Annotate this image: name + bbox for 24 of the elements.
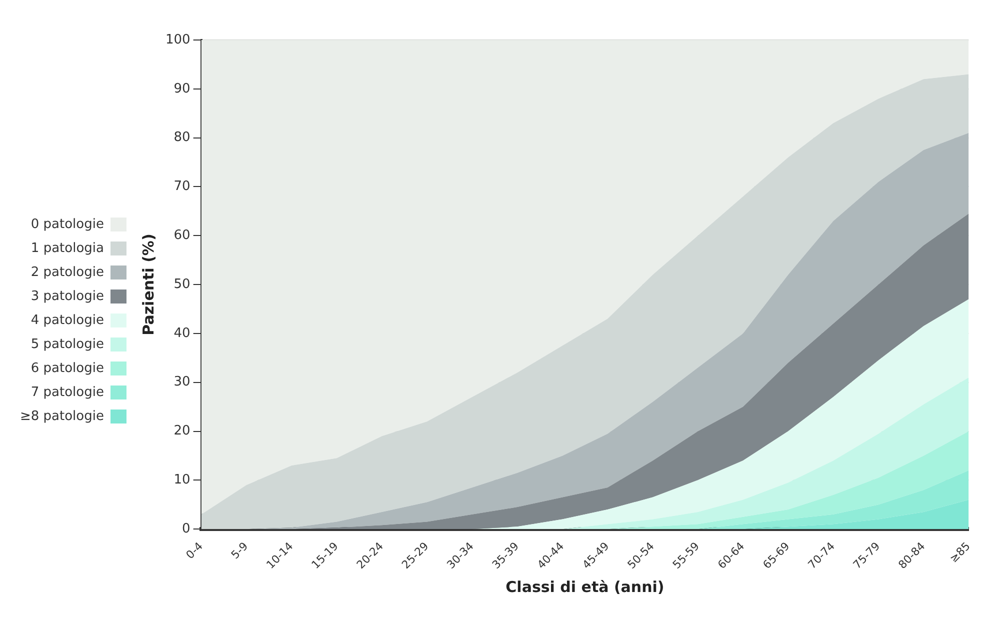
legend-label: 3 patologie — [30, 288, 104, 304]
y-tick-label: 0 — [182, 521, 190, 536]
legend-label: ≥8 patologie — [20, 408, 104, 424]
y-axis-title: Pazienti (%) — [139, 234, 158, 336]
legend-label: 5 patologie — [30, 336, 104, 352]
legend-label: 4 patologie — [30, 312, 104, 328]
y-tick-label: 30 — [174, 374, 190, 390]
legend-label: 7 patologie — [30, 384, 104, 400]
x-tick-label: 5-9 — [228, 540, 251, 562]
legend-label: 2 patologie — [30, 264, 104, 280]
y-tick-label: 40 — [174, 326, 190, 341]
y-tick-label: 100 — [165, 32, 190, 48]
y-tick-label: 60 — [174, 228, 190, 243]
x-tick-label: 0-4 — [184, 540, 206, 562]
legend-label: 0 patologie — [30, 216, 104, 232]
y-tick-label: 70 — [174, 179, 190, 194]
y-tick-label: 50 — [174, 276, 190, 292]
y-tick-label: 90 — [174, 81, 190, 96]
y-tick-label: 10 — [174, 472, 190, 488]
legend-label: 6 patologie — [30, 360, 104, 376]
legend-label: 1 patologia — [30, 240, 104, 256]
y-tick-label: 80 — [174, 130, 190, 146]
x-axis-title: Classi di età (anni) — [506, 578, 664, 596]
y-tick-label: 20 — [174, 424, 190, 439]
